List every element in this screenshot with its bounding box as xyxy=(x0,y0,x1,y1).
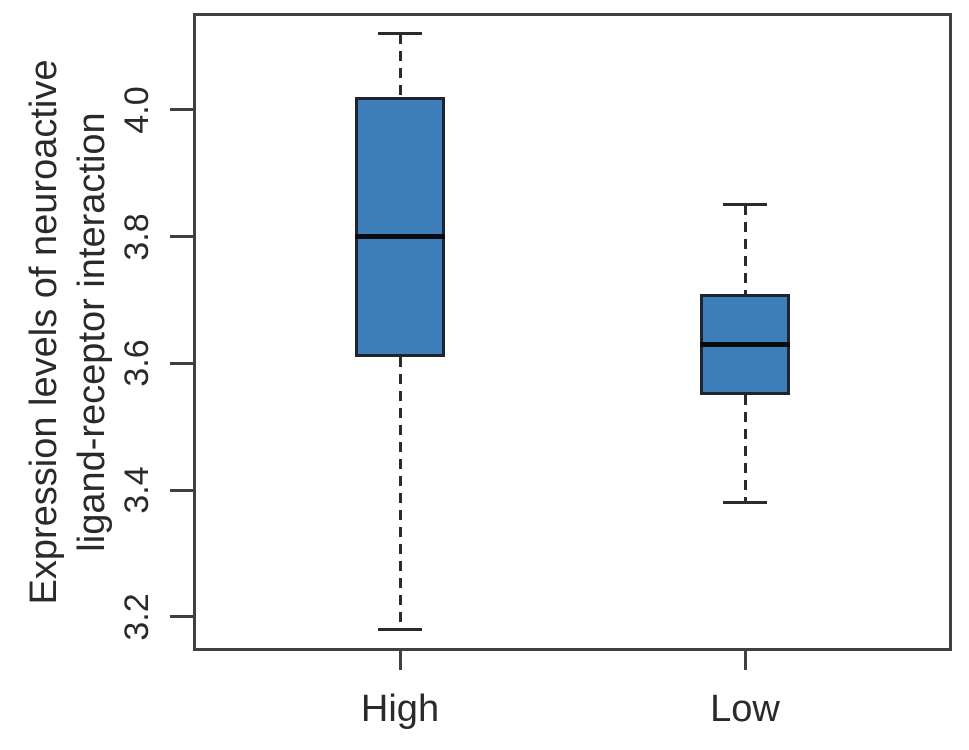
y-tick-label: 3.8 xyxy=(118,213,156,261)
lower-whisker-cap xyxy=(723,501,767,505)
x-tick-label: High xyxy=(360,688,440,730)
y-tick-mark xyxy=(170,488,193,492)
upper-whisker-cap xyxy=(723,203,767,207)
y-tick-mark xyxy=(170,235,193,239)
plot-area xyxy=(193,13,952,651)
iqr-box xyxy=(355,97,445,357)
y-axis-title-line: Expression levels of neuroactive xyxy=(23,59,65,605)
y-tick-mark xyxy=(170,615,193,619)
y-axis-title: Expression levels of neuroactive ligand-r… xyxy=(20,13,120,651)
y-tick-mark xyxy=(170,361,193,365)
upper-whisker-line xyxy=(743,204,747,294)
lower-whisker-cap xyxy=(378,627,422,631)
lower-whisker-line xyxy=(398,357,402,630)
lower-whisker-line xyxy=(743,395,747,503)
y-tick-label: 3.4 xyxy=(118,466,156,514)
x-tick-label: Low xyxy=(710,688,780,730)
upper-whisker-cap xyxy=(378,32,422,36)
y-axis-title-line: ligand-receptor interaction xyxy=(71,112,113,552)
y-tick-mark xyxy=(170,108,193,112)
x-tick-mark xyxy=(398,651,402,670)
median-line xyxy=(700,341,790,347)
y-tick-label: 4.0 xyxy=(118,86,156,134)
y-tick-label: 3.6 xyxy=(118,339,156,387)
y-tick-label: 3.2 xyxy=(118,593,156,641)
x-tick-mark xyxy=(743,651,747,670)
upper-whisker-line xyxy=(398,33,402,98)
median-line xyxy=(355,234,445,240)
